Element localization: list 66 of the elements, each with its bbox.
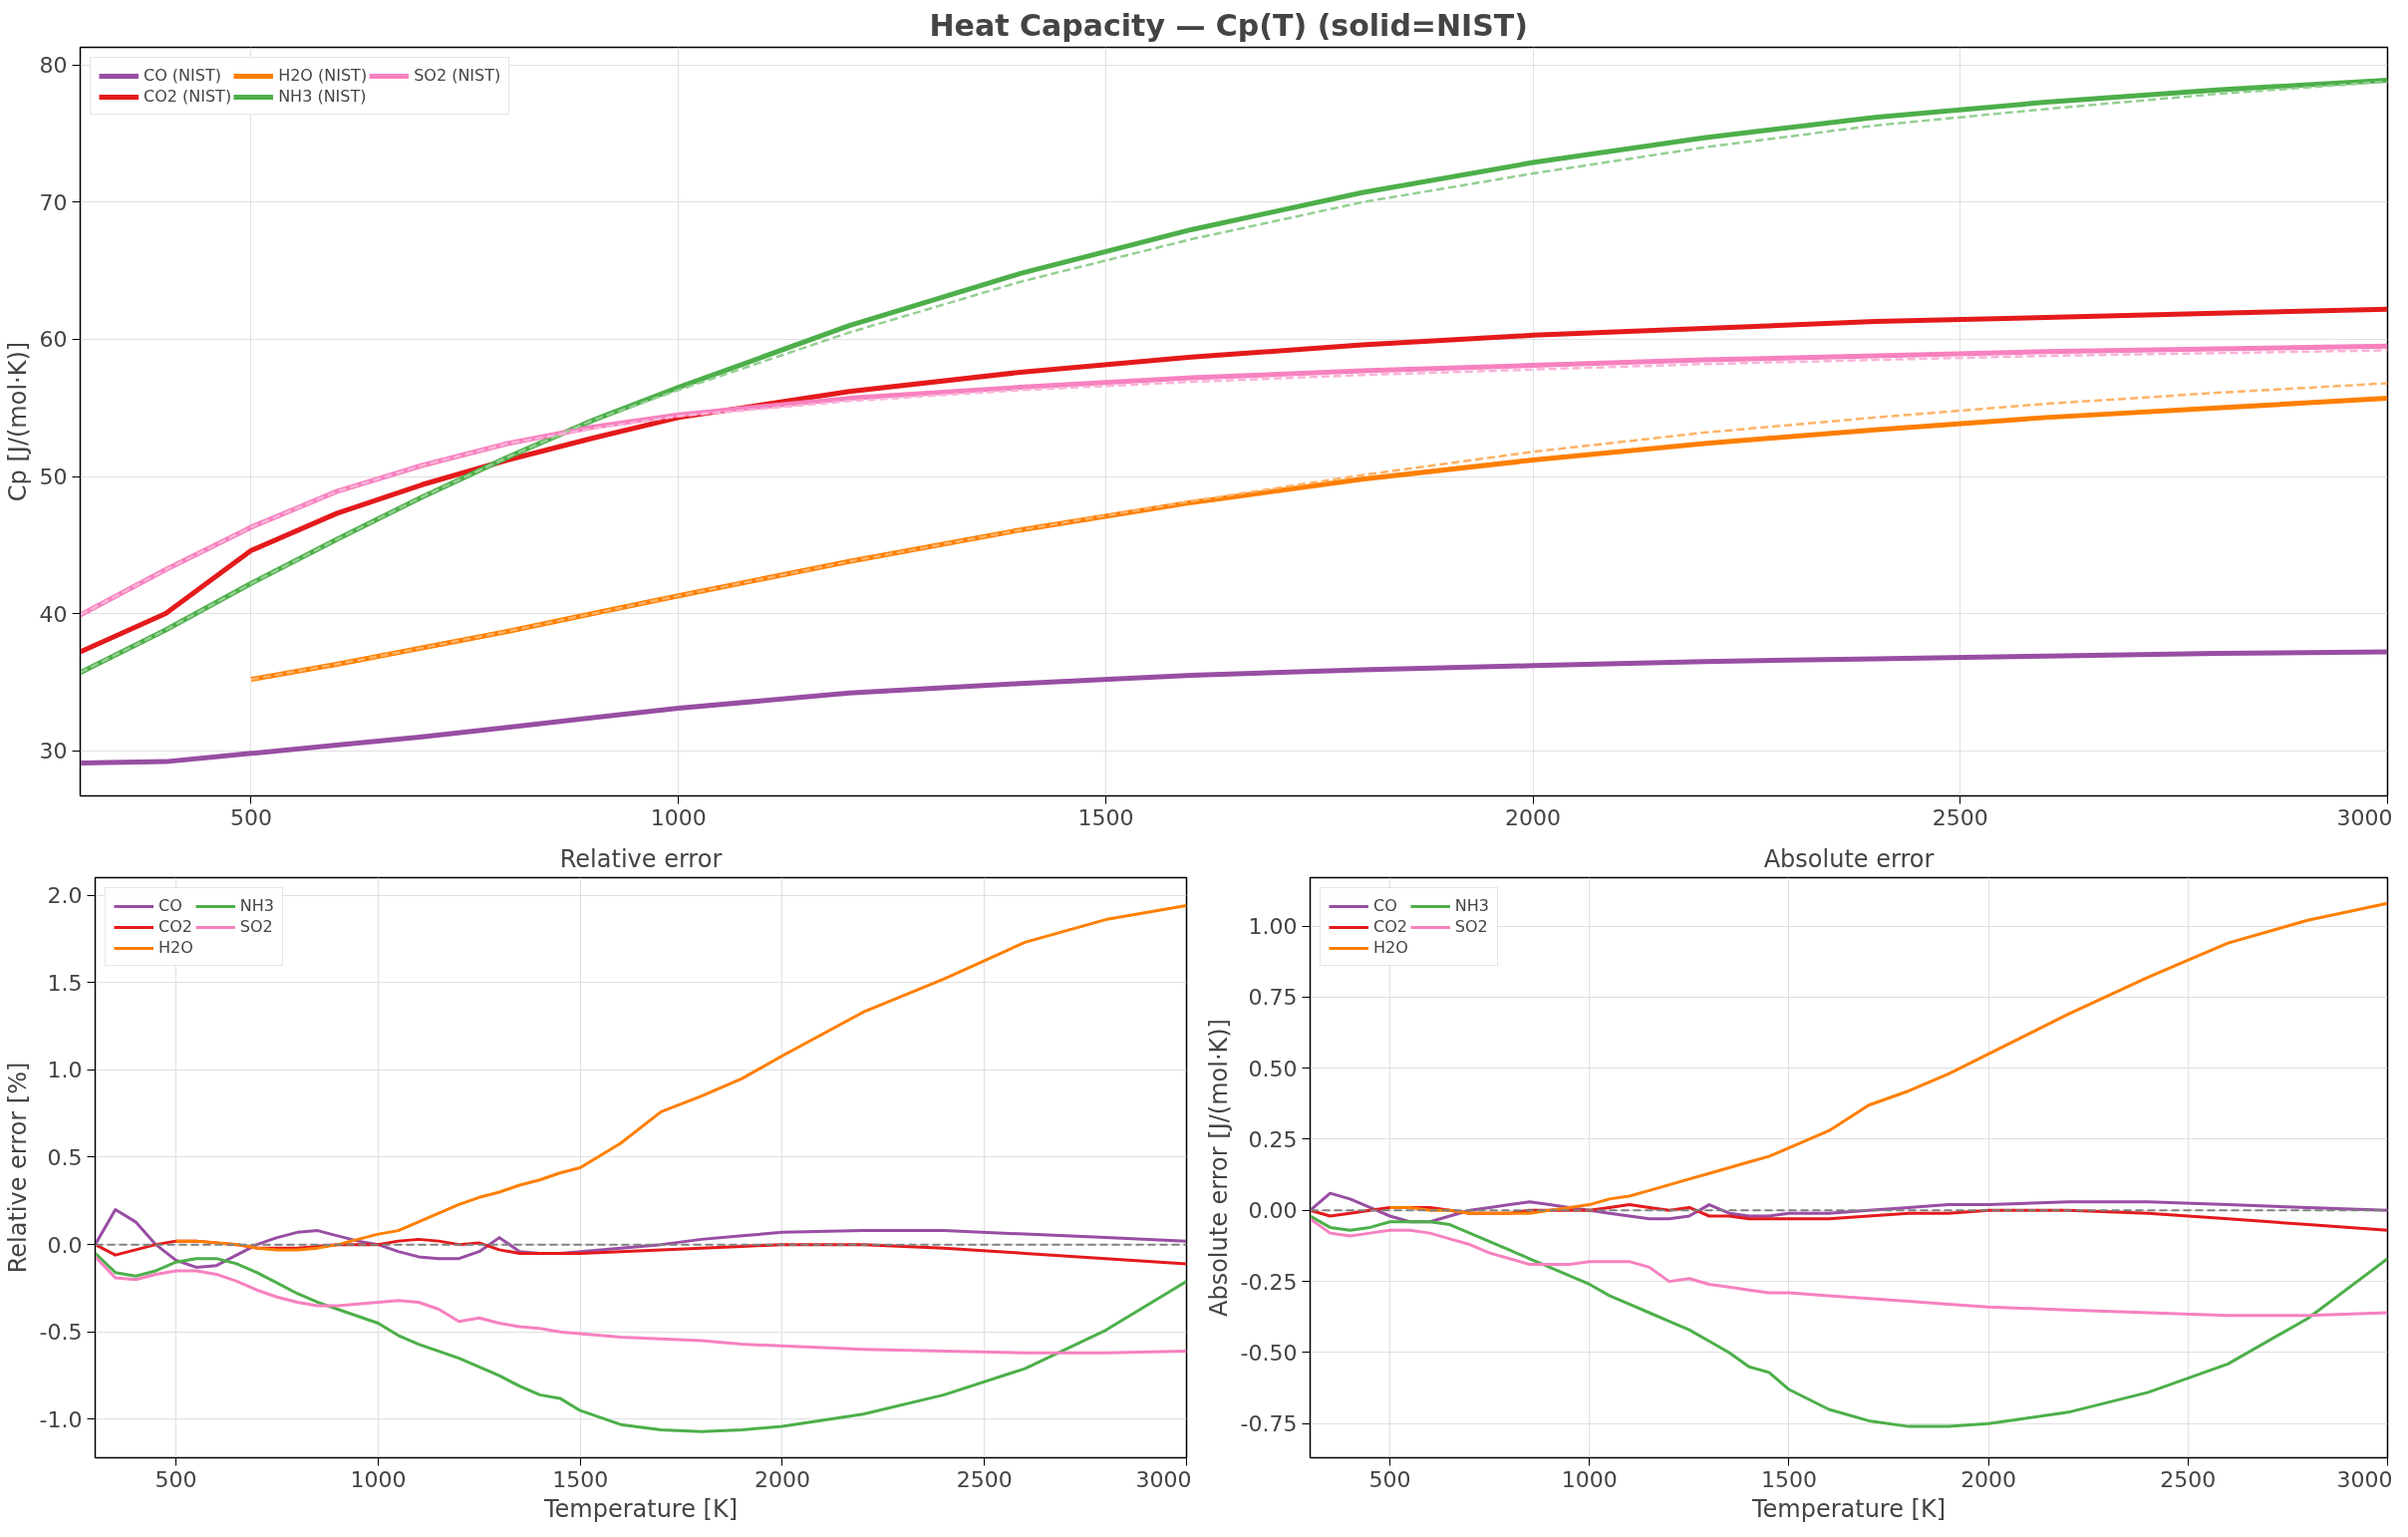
y-tick-label: 80 <box>39 53 68 79</box>
legend-label: SO2 (NIST) <box>414 66 501 85</box>
x-tick-label: 2500 <box>1932 804 1988 830</box>
y-tick-label: 1.00 <box>1248 914 1298 939</box>
y-tick-label: -0.5 <box>39 1320 83 1346</box>
legend-label: SO2 <box>1454 917 1488 936</box>
x-tick-label: 3000 <box>2336 1466 2393 1492</box>
legend-label: NH3 <box>1454 896 1489 915</box>
x-tick-label: 1000 <box>1561 1466 1618 1492</box>
y-tick-label: 40 <box>39 601 68 627</box>
x-tick-label: 500 <box>154 1466 197 1492</box>
y-tick-label: 60 <box>39 327 68 353</box>
chart-title: Absolute error <box>1763 844 1935 873</box>
y-tick-label: 1.5 <box>47 970 83 996</box>
chart-title: Heat Capacity — Cp(T) (solid=NIST) <box>929 7 1529 43</box>
y-tick-label: 0.5 <box>47 1144 83 1170</box>
legend-label: H2O <box>158 938 193 957</box>
y-tick-label: 0.75 <box>1248 985 1298 1011</box>
chart-title: Relative error <box>559 844 723 873</box>
legend-label: CO2 <box>158 917 192 936</box>
x-axis-title: Temperature [K] <box>542 1494 739 1523</box>
x-tick-label: 1500 <box>1077 804 1134 830</box>
line-series <box>1310 1217 2388 1318</box>
x-tick-label: 1500 <box>1760 1466 1817 1492</box>
x-tick-label: 2500 <box>956 1466 1013 1492</box>
y-tick-label: -0.50 <box>1240 1340 1298 1366</box>
line-series <box>1310 1214 2388 1428</box>
y-tick-label: 0.00 <box>1248 1198 1298 1224</box>
y-tick-label: -0.25 <box>1240 1269 1298 1295</box>
x-tick-label: 2000 <box>1505 804 1562 830</box>
legend-label: CO2 (NIST) <box>144 87 232 106</box>
y-tick-label: 30 <box>39 739 68 765</box>
y-tick-label: 1.0 <box>47 1058 83 1083</box>
y-tick-label: 70 <box>39 189 68 215</box>
x-tick-label: 1500 <box>552 1466 609 1492</box>
legend-label: NH3 <box>239 896 274 915</box>
y-tick-label: -1.0 <box>39 1406 83 1432</box>
y-tick-label: 0.25 <box>1248 1126 1298 1152</box>
x-axis-title: Temperature [K] <box>1750 1494 1947 1523</box>
y-axis-title: Relative error [%] <box>3 1062 32 1274</box>
y-axis-title: Absolute error [J/(mol·K)] <box>1204 1019 1233 1317</box>
line-series <box>95 1255 1187 1355</box>
y-tick-label: 2.0 <box>47 883 83 909</box>
x-tick-label: 1000 <box>350 1466 407 1492</box>
legend-label: H2O (NIST) <box>278 66 368 85</box>
line-series <box>95 1251 1187 1433</box>
legend-label: CO <box>1373 896 1397 915</box>
legend-label: CO2 <box>1373 917 1407 936</box>
x-tick-label: 2500 <box>2160 1466 2217 1492</box>
x-tick-label: 1000 <box>650 804 707 830</box>
y-tick-label: -0.75 <box>1240 1411 1298 1437</box>
y-tick-label: 50 <box>39 464 68 490</box>
y-axis-title: Cp [J/(mol·K)] <box>3 341 32 502</box>
x-tick-label: 2000 <box>753 1466 810 1492</box>
legend-label: CO (NIST) <box>144 66 221 85</box>
x-tick-label: 500 <box>1368 1466 1411 1492</box>
legend-label: SO2 <box>239 917 273 936</box>
x-tick-label: 500 <box>229 804 272 830</box>
x-tick-label: 3000 <box>2336 804 2393 830</box>
x-tick-label: 3000 <box>1135 1466 1192 1492</box>
x-tick-label: 2000 <box>1960 1466 2017 1492</box>
legend-label: H2O <box>1373 938 1408 957</box>
y-tick-label: 0.50 <box>1248 1056 1298 1081</box>
legend-label: CO <box>158 896 182 915</box>
y-tick-label: 0.0 <box>47 1232 83 1258</box>
legend-label: NH3 (NIST) <box>278 87 367 106</box>
